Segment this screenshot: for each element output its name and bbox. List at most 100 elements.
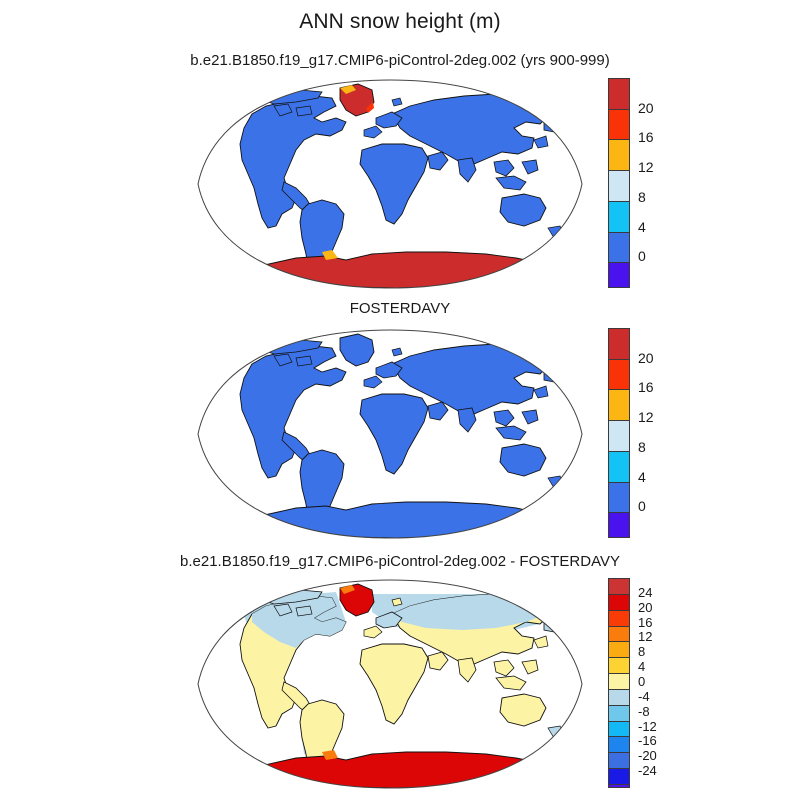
colorbar-1-segment-1 [609, 109, 629, 141]
colorbar-2-labels: 20 16 12 8 4 0 [638, 328, 688, 538]
map-panel-3: b.e21.B1850.f19_g17.CMIP6-piControl-2deg… [0, 545, 800, 800]
indonesia-1 [495, 175, 527, 191]
colorbar-3-segment-6 [609, 674, 629, 690]
colorbar-2-segment-1 [609, 359, 629, 391]
australia-3 [499, 693, 547, 727]
arctic-island-a-2 [273, 353, 293, 367]
colorbar-3-tick-label: -12 [638, 718, 657, 734]
colorbar-3-tick-label: 20 [638, 599, 653, 615]
iceland-1 [391, 97, 403, 107]
arctic-island-b-1 [295, 105, 313, 117]
colorbar-1-segment-2 [609, 140, 629, 172]
colorbar-1-tick-label: 20 [638, 99, 654, 116]
colorbar-1-labels: 20 16 12 8 4 0 [638, 78, 688, 288]
colorbar-1-strip [608, 78, 630, 288]
colorbar-3-tick-label: 8 [638, 644, 646, 660]
colorbar-3-segment-1 [609, 594, 629, 611]
colorbar-3-segment-12 [609, 769, 629, 785]
colorbar-3-tick-label: 16 [638, 614, 653, 630]
colorbar-3-segment-13 [609, 784, 629, 787]
north-america-1 [239, 95, 347, 229]
colorbar-1-tick-label: 12 [638, 159, 654, 176]
africa-3 [359, 643, 429, 725]
british-isles-3 [363, 625, 383, 639]
colorbar-2: 20 16 12 8 4 0 [608, 328, 688, 538]
colorbar-3-tick-label: 0 [638, 674, 646, 689]
japan-1 [533, 135, 549, 149]
antarctica-fringe-1 [322, 250, 338, 260]
indochina-3 [493, 659, 515, 677]
colorbar-1-segment-5 [609, 232, 629, 264]
colorbar-3-tick-label: 12 [638, 629, 653, 645]
colorbar-3-labels: 24 20 16 12 8 4 0 -4 -8 -12 -16 -20 -24 [638, 578, 688, 788]
colorbar-2-segment-4 [609, 451, 629, 483]
india-1 [457, 157, 477, 183]
colorbar-2-tick-label: 0 [638, 498, 646, 515]
colorbar-3-strip [608, 578, 630, 788]
greenland-fringe-3 [340, 585, 355, 594]
eurasia-cold-overlay-3 [392, 594, 546, 630]
land-layer-1 [239, 83, 565, 288]
colorbar-1-tick-label: 16 [638, 129, 654, 146]
page-title: ANN snow height (m) [299, 10, 501, 33]
colorbar-3-tick-label: 4 [638, 659, 646, 675]
robinson-map-3 [196, 578, 584, 790]
colorbar-1: 20 16 12 8 4 0 [608, 78, 688, 288]
colorbar-3-segment-8 [609, 705, 629, 722]
greenland-fringe-1 [340, 85, 356, 94]
robinson-map-2 [196, 328, 584, 540]
colorbar-2-segment-2 [609, 390, 629, 422]
panel-1-map [196, 78, 584, 290]
colorbar-2-strip [608, 328, 630, 538]
indochina-1 [493, 159, 515, 177]
colorbar-3-segment-11 [609, 753, 629, 770]
japan-2 [533, 385, 549, 399]
colorbar-3-tick-label: -24 [638, 763, 657, 779]
panel-3-title: b.e21.B1850.f19_g17.CMIP6-piControl-2deg… [180, 553, 620, 570]
greenland-fringe-b-1 [366, 102, 374, 113]
british-isles-1 [363, 125, 383, 139]
indonesia-2 [495, 425, 527, 441]
panel-2-map [196, 328, 584, 540]
scandinavia-3 [375, 611, 403, 629]
colorbar-2-segment-5 [609, 482, 629, 514]
arabia-2 [427, 401, 449, 421]
india-3 [457, 657, 477, 683]
panel-2-title: FOSTERDAVY [349, 300, 451, 317]
colorbar-1-tick-label: 0 [638, 248, 646, 265]
colorbar-3-segment-2 [609, 610, 629, 627]
scandinavia-2 [375, 361, 403, 379]
colorbar-3-segment-7 [609, 689, 629, 706]
colorbar-1-segment-0 [609, 79, 629, 110]
indochina-2 [493, 409, 515, 427]
japan-3 [533, 635, 549, 649]
arctic-island-b-3 [295, 605, 313, 617]
map-outline-3 [197, 579, 583, 789]
colorbar-2-segment-6 [609, 513, 629, 537]
map-panel-1: b.e21.B1850.f19_g17.CMIP6-piControl-2deg… [0, 0, 800, 300]
philippines-1 [521, 159, 539, 175]
arctic-island-a-1 [273, 103, 293, 117]
colorbar-2-segment-0 [609, 329, 629, 360]
colorbar-1-segment-3 [609, 171, 629, 202]
panel-3-map [196, 578, 584, 790]
colorbar-2-tick-label: 12 [638, 409, 654, 426]
colorbar-2-tick-label: 4 [638, 468, 646, 485]
scandinavia-1 [375, 111, 403, 129]
arctic-island-b-2 [295, 355, 313, 367]
colorbar-3-segment-5 [609, 658, 629, 675]
philippines-2 [521, 409, 539, 425]
colorbar-3: 24 20 16 12 8 4 0 -4 -8 -12 -16 -20 -24 [608, 578, 688, 788]
arctic-island-a-3 [273, 603, 293, 617]
philippines-3 [521, 659, 539, 675]
map-panel-2: FOSTERDAVY [0, 290, 800, 550]
land-layer-3 [239, 583, 565, 788]
iceland-3 [391, 597, 403, 607]
colorbar-2-tick-label: 8 [638, 438, 646, 455]
colorbar-1-segment-4 [609, 201, 629, 233]
antarctica-fringe-3 [322, 750, 338, 760]
colorbar-3-tick-label: -20 [638, 748, 657, 764]
colorbar-3-tick-label: -8 [638, 703, 650, 719]
colorbar-3-segment-4 [609, 642, 629, 659]
